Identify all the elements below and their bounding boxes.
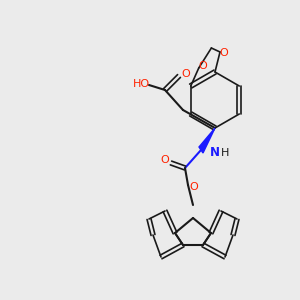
Polygon shape — [199, 128, 215, 153]
Text: H: H — [221, 148, 229, 158]
Text: O: O — [182, 69, 190, 79]
Text: N: N — [210, 146, 220, 160]
Text: O: O — [220, 48, 228, 58]
Text: HO: HO — [132, 79, 150, 89]
Text: O: O — [160, 155, 169, 165]
Text: O: O — [190, 182, 198, 192]
Text: O: O — [198, 61, 207, 71]
